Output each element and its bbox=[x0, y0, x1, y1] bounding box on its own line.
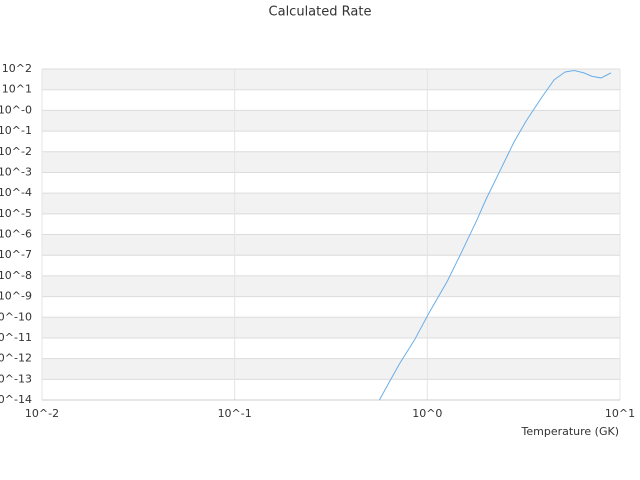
x-tick-label: 10^0 bbox=[412, 407, 442, 420]
grid-band bbox=[42, 151, 620, 173]
grid-band bbox=[42, 110, 620, 132]
y-tick-label: 10^-8 bbox=[0, 269, 32, 282]
data-line bbox=[378, 69, 612, 401]
grid-bands bbox=[42, 69, 620, 380]
x-tick-label: 10^-1 bbox=[218, 407, 252, 420]
x-axis-title: Temperature (GK) bbox=[521, 425, 620, 438]
y-tick-label: 10^-2 bbox=[0, 145, 32, 158]
grid-band bbox=[42, 358, 620, 380]
y-tick-label: 10^-9 bbox=[0, 290, 32, 303]
y-tick-label: 10^-6 bbox=[0, 228, 32, 241]
y-tick-label: 10^-3 bbox=[0, 165, 32, 178]
grid-band bbox=[42, 69, 620, 90]
grid-band bbox=[42, 234, 620, 256]
x-tick-label: 10^1 bbox=[605, 407, 635, 420]
chart-title: Calculated Rate bbox=[269, 5, 372, 20]
y-tick-label: 10^1 bbox=[2, 83, 32, 96]
x-tick-label: 10^-2 bbox=[25, 407, 59, 420]
y-tick-label: 10^-13 bbox=[0, 372, 32, 385]
y-tick-label: 10^-14 bbox=[0, 393, 32, 406]
y-tick-label: 10^-4 bbox=[0, 186, 32, 199]
y-tick-label: 10^-1 bbox=[0, 124, 32, 137]
y-tick-label: 10^-12 bbox=[0, 352, 32, 365]
y-tick-label: 10^-0 bbox=[0, 103, 32, 116]
y-tick-label: 10^-11 bbox=[0, 331, 32, 344]
grid-band bbox=[42, 275, 620, 297]
y-tick-label: 10^2 bbox=[2, 62, 32, 75]
grid-band bbox=[42, 317, 620, 338]
y-tick-label: 10^-10 bbox=[0, 310, 32, 323]
grid-band bbox=[42, 193, 620, 214]
y-tick-label: 10^-5 bbox=[0, 207, 32, 220]
y-tick-label: 10^-7 bbox=[0, 248, 32, 261]
